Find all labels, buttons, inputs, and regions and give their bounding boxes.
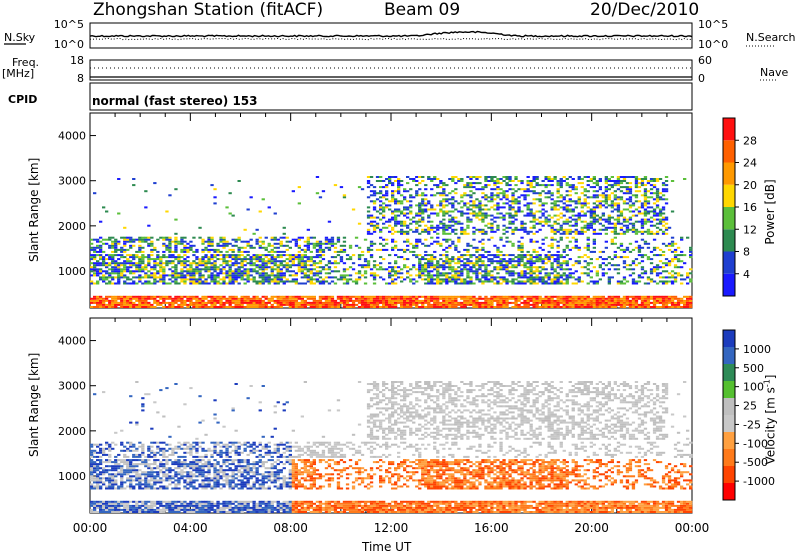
- power-colorbar-swatch: [723, 140, 735, 163]
- velocity-colorbar-swatch: [723, 347, 735, 364]
- velocity-colorbar-tick-label: -100: [743, 437, 768, 450]
- velocity-y-tick-label: 4000: [58, 335, 86, 348]
- power-colorbar-tick-label: 4: [743, 268, 750, 281]
- freq-left-tick: 18: [70, 54, 84, 67]
- freq-unit-label: [MHz]: [2, 67, 35, 80]
- velocity-colorbar-swatch: [723, 381, 735, 398]
- power-colorbar-tick-label: 24: [743, 157, 757, 170]
- velocity-heatmap-cells: [90, 381, 693, 513]
- velocity-colorbar-swatch: [723, 364, 735, 381]
- velocity-y-tick-label: 1000: [58, 470, 86, 483]
- beam-label: Beam 09: [384, 0, 461, 20]
- velocity-colorbar-swatch: [723, 330, 735, 347]
- power-colorbar-swatch: [723, 251, 735, 274]
- velocity-colorbar-swatch: [723, 415, 735, 432]
- nsky-label: N.Sky: [4, 31, 36, 44]
- time-tick-label: 16:00: [474, 521, 509, 535]
- velocity-colorbar-tick-label: -1000: [743, 475, 775, 488]
- freq-panel-frame: [89, 59, 693, 81]
- velocity-colorbar-swatch: [723, 432, 735, 449]
- power-colorbar-swatch: [723, 229, 735, 252]
- time-axis-label: Time UT: [362, 540, 412, 554]
- date-label: 20/Dec/2010: [590, 0, 700, 20]
- velocity-colorbar-tick-label: -500: [743, 456, 768, 469]
- velocity-colorbar-swatch: [723, 398, 735, 415]
- power-colorbar-tick-label: 28: [743, 134, 757, 147]
- time-tick-label: 00:00: [675, 521, 710, 535]
- velocity-colorbar-swatch: [723, 466, 735, 483]
- time-tick-label: 20:00: [574, 521, 609, 535]
- power-colorbar-swatch: [723, 184, 735, 207]
- freq-right-tick: 0: [698, 72, 705, 85]
- freq-right-tick: 60: [698, 54, 712, 67]
- time-tick-label: 12:00: [374, 521, 409, 535]
- freq-label: Freq.: [12, 56, 40, 69]
- time-tick-label: 04:00: [173, 521, 208, 535]
- velocity-colorbar-tick-label: 25: [743, 400, 757, 413]
- power-y-tick-label: 2000: [58, 220, 86, 233]
- noise-right-tick: 10^5: [698, 18, 728, 31]
- cpid-panel-frame: [89, 82, 693, 111]
- velocity-colorbar-swatch: [723, 449, 735, 466]
- cpid-text: normal (fast stereo) 153: [92, 94, 258, 108]
- time-tick-label: 00:00: [73, 521, 108, 535]
- noise-left-tick: 10^5: [54, 18, 84, 31]
- freq-left-tick: 8: [77, 72, 84, 85]
- nave-label: Nave: [760, 66, 789, 79]
- noise-right-tick: 10^0: [698, 38, 728, 51]
- power-colorbar-swatch: [723, 162, 735, 185]
- velocity-colorbar-tick-label: 1000: [743, 343, 771, 356]
- power-y-tick-label: 4000: [58, 130, 86, 143]
- power-colorbar-tick-label: 8: [743, 246, 750, 259]
- velocity-colorbar-tick-label: 500: [743, 362, 764, 375]
- power-colorbar-tick-label: 12: [743, 223, 757, 236]
- power-colorbar-swatch: [723, 207, 735, 230]
- noise-panel-frame: [89, 22, 693, 49]
- power-y-tick-label: 1000: [58, 265, 86, 278]
- nsky-series-line: [89, 30, 693, 38]
- velocity-colorbar-tick-label: 100: [743, 381, 764, 394]
- cpid-label: CPID: [8, 93, 38, 106]
- velocity-colorbar-swatch: [723, 483, 735, 500]
- time-tick-label: 08:00: [273, 521, 308, 535]
- power-colorbar-tick-label: 20: [743, 179, 757, 192]
- power-colorbar-swatch: [723, 273, 735, 296]
- velocity-colorbar-frame: [722, 329, 736, 501]
- velocity-y-tick-label: 2000: [58, 425, 86, 438]
- power-heatmap-cells: [90, 176, 693, 308]
- power-colorbar-swatch: [723, 118, 735, 141]
- power-y-tick-label: 3000: [58, 175, 86, 188]
- station-title: Zhongshan Station (fitACF): [93, 0, 324, 20]
- nsearch-series-line: [89, 37, 693, 41]
- power-colorbar-tick-label: 16: [743, 201, 757, 214]
- nsearch-label: N.Search: [746, 31, 796, 44]
- noise-left-tick: 10^0: [54, 38, 84, 51]
- velocity-y-tick-label: 3000: [58, 380, 86, 393]
- velocity-colorbar-tick-label: -25: [743, 418, 761, 431]
